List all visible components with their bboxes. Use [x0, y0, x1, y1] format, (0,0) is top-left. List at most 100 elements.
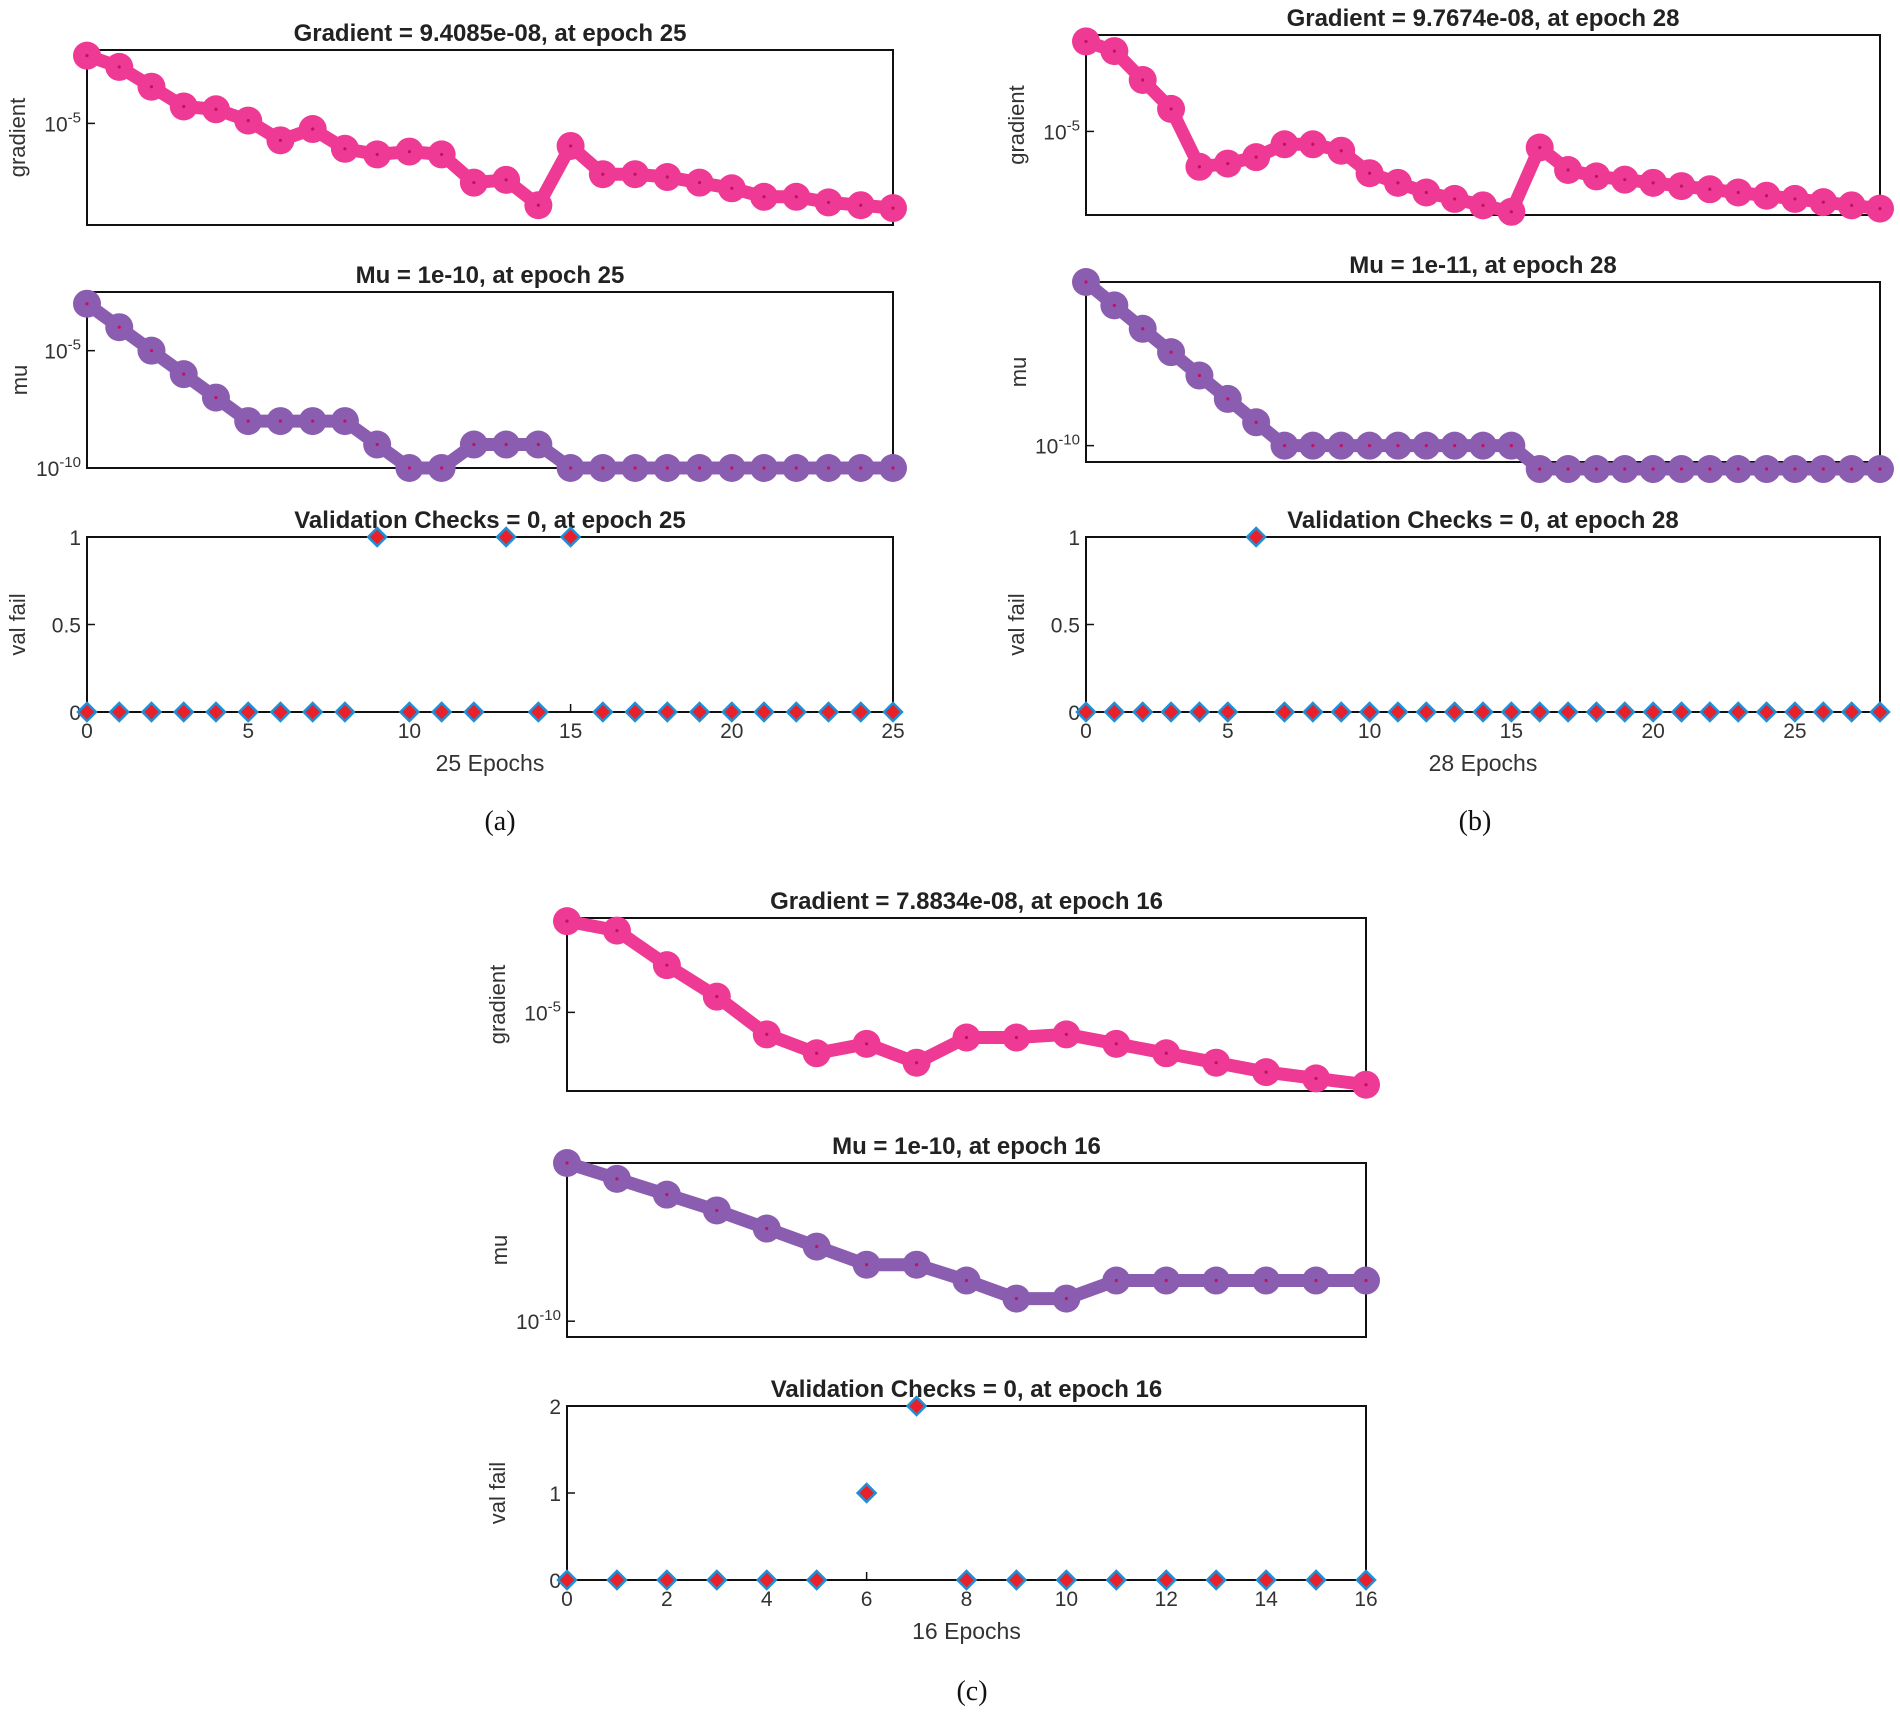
- data-point-center: [1651, 467, 1655, 471]
- data-point-center: [1282, 444, 1287, 448]
- data-point-center: [1481, 203, 1485, 207]
- y-tick-label: 10-5: [44, 337, 81, 364]
- y-tick-label: 10-10: [516, 1307, 561, 1334]
- data-point-center: [1064, 1296, 1068, 1301]
- data-point-center: [815, 1051, 819, 1055]
- y-tick-label: 2: [549, 1396, 561, 1419]
- data-point-center: [375, 442, 379, 447]
- data-point-center: [665, 1193, 669, 1197]
- data-point-center: [1226, 397, 1230, 401]
- data-point-center: [865, 1263, 869, 1267]
- data-point-center: [914, 1061, 919, 1065]
- val-fail-marker: [1075, 701, 1097, 723]
- panel-c-gradient: Gradient = 7.8834e-08, at epoch 16 gradie…: [485, 888, 1380, 1099]
- data-point-center: [1424, 190, 1428, 195]
- val-fail-marker: [1305, 1569, 1327, 1591]
- val-fail-marker: [237, 701, 259, 723]
- x-tick-label: 10: [398, 720, 421, 743]
- x-tick-label: 10: [1055, 1588, 1078, 1611]
- val-fail-marker: [76, 701, 98, 723]
- val-fail-marker: [817, 701, 840, 723]
- data-point-center: [1214, 1278, 1218, 1283]
- data-point-center: [1197, 165, 1202, 169]
- data-point-center: [311, 127, 315, 131]
- data-point-center: [565, 1161, 569, 1165]
- val-fail-marker: [140, 701, 163, 723]
- val-fail-marker: [1005, 1569, 1028, 1591]
- val-fail-marker: [1273, 701, 1296, 723]
- val-fail-marker: [753, 701, 775, 723]
- val-fail-marker: [1869, 701, 1891, 723]
- data-point-center: [1311, 444, 1315, 448]
- val-fail-marker: [366, 526, 388, 548]
- y-axis-label: gradient: [1004, 85, 1029, 165]
- data-point-center: [964, 1278, 969, 1283]
- data-point-center: [914, 1263, 919, 1267]
- data-point-center: [1708, 467, 1712, 471]
- x-tick-label: 5: [242, 720, 254, 743]
- y-axis-label: val fail: [5, 593, 30, 655]
- data-point-center: [1254, 420, 1258, 424]
- data-point-center: [1084, 280, 1088, 284]
- y-axis-label: mu: [7, 365, 32, 396]
- data-point-center: [964, 1035, 969, 1040]
- axes-frame: [86, 536, 894, 713]
- data-point-center: [1736, 190, 1740, 195]
- x-tick-label: 14: [1254, 1588, 1278, 1611]
- plot-title: Gradient = 9.4085e-08, at epoch 25: [294, 20, 687, 47]
- data-point-center: [536, 203, 540, 207]
- val-fail-marker: [559, 526, 582, 548]
- data-point-center: [375, 152, 379, 157]
- data-point-center: [1214, 1061, 1218, 1065]
- val-fail-marker: [1840, 701, 1863, 723]
- x-tick-label: 10: [1358, 720, 1381, 743]
- data-point-center: [601, 172, 605, 176]
- data-point-center: [1623, 467, 1627, 471]
- data-point-center: [601, 466, 605, 470]
- y-axis-label: val fail: [1004, 593, 1029, 655]
- data-point-center: [278, 419, 283, 423]
- val-fail-marker: [1557, 701, 1579, 723]
- data-point-center: [278, 138, 283, 142]
- plot-title: Gradient = 9.7674e-08, at epoch 28: [1287, 5, 1680, 32]
- data-point-center: [504, 442, 508, 447]
- data-point-center: [1141, 78, 1145, 82]
- data-point-center: [214, 107, 218, 111]
- data-point-center: [1164, 1051, 1168, 1055]
- data-point-center: [565, 919, 569, 923]
- x-tick-label: 20: [720, 720, 743, 743]
- data-point-center: [1623, 178, 1627, 182]
- val-fail-marker: [1330, 701, 1352, 723]
- val-fail-marker: [1105, 1569, 1128, 1591]
- val-fail-marker: [785, 701, 808, 723]
- val-fail-marker: [334, 701, 356, 723]
- axes-frame: [566, 917, 1367, 1092]
- data-point-center: [1364, 1083, 1368, 1087]
- data-point-center: [1453, 444, 1457, 448]
- data-point-center: [472, 442, 476, 447]
- data-point-center: [407, 466, 411, 470]
- val-fail-marker: [1670, 701, 1693, 723]
- val-fail-marker: [398, 701, 421, 723]
- data-point-center: [1509, 444, 1513, 448]
- data-point-center: [1169, 350, 1173, 354]
- data-point-center: [1197, 373, 1202, 378]
- data-point-center: [765, 1226, 769, 1231]
- data-point-center: [794, 466, 798, 470]
- data-point-center: [891, 206, 895, 210]
- data-point-center: [1679, 184, 1684, 188]
- panel-b-gradient: Gradient = 9.7674e-08, at epoch 28 gradie…: [1004, 5, 1894, 226]
- val-fail-marker: [269, 701, 292, 723]
- val-fail-marker: [205, 701, 227, 723]
- val-fail-marker: [1387, 701, 1409, 723]
- val-fail-marker: [624, 701, 646, 723]
- data-point-center: [1850, 203, 1854, 207]
- data-point-center: [1064, 1032, 1068, 1036]
- series-line: [80, 297, 900, 475]
- data-point-center: [1314, 1278, 1318, 1283]
- x-axis-label: 28 Epochs: [1429, 750, 1538, 776]
- val-fail-marker: [301, 701, 324, 723]
- x-tick-label: 4: [761, 1588, 773, 1611]
- val-fail-marker: [721, 701, 743, 723]
- data-point-center: [1850, 467, 1854, 471]
